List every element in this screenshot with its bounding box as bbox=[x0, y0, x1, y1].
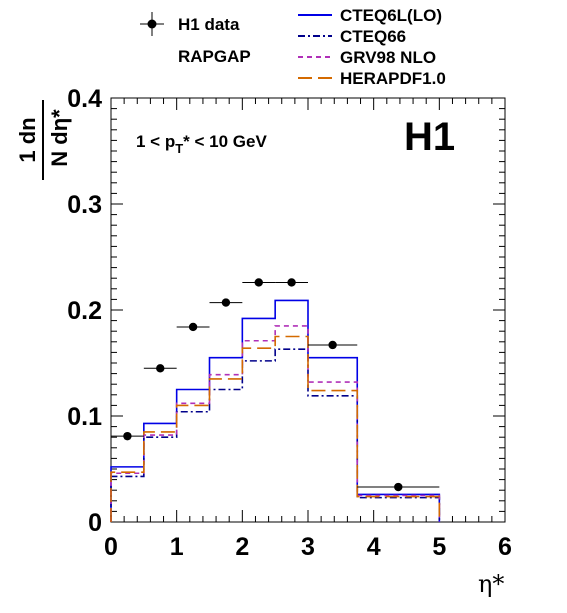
x-tick-label: 5 bbox=[432, 533, 446, 561]
data-point bbox=[111, 431, 144, 441]
data-point-marker bbox=[254, 278, 263, 287]
data-point-marker bbox=[188, 322, 198, 332]
legend-data-marker bbox=[140, 12, 164, 36]
legend-series-label: CTEQ66 bbox=[340, 27, 406, 46]
experiment-label: H1 bbox=[404, 115, 455, 159]
legend-data-label: H1 data bbox=[178, 15, 240, 34]
y-tick-labels: 0 0.1 0.2 0.3 0.4 bbox=[67, 85, 102, 537]
data-point bbox=[275, 278, 308, 287]
y-axis-title-numerator: 1 dn bbox=[15, 117, 40, 162]
selection-label: 1 < pT* < 10 GeV bbox=[136, 132, 267, 156]
data-point-marker bbox=[394, 482, 403, 492]
legend: H1 data RAPGAP CTEQ6L(LO) CTEQ66 GRV98 NLO… bbox=[140, 6, 446, 88]
data-point bbox=[357, 482, 440, 492]
legend-model-label: RAPGAP bbox=[178, 47, 251, 66]
data-point bbox=[308, 340, 358, 350]
data-series bbox=[111, 278, 440, 492]
data-point bbox=[143, 364, 177, 373]
x-tick-label: 0 bbox=[104, 533, 118, 561]
data-point bbox=[176, 322, 210, 332]
y-tick-label: 0.1 bbox=[67, 403, 102, 431]
x-tick-label: 1 bbox=[170, 533, 184, 561]
y-tick-label: 0.4 bbox=[67, 85, 102, 113]
series-line bbox=[110, 335, 441, 522]
data-point-marker bbox=[156, 364, 165, 373]
x-tick-labels: 0 1 2 3 4 5 6 bbox=[104, 533, 512, 561]
legend-series-label: HERAPDF1.0 bbox=[340, 69, 446, 88]
data-point-marker bbox=[221, 298, 231, 307]
axis-ticks bbox=[110, 97, 506, 523]
model-series bbox=[110, 299, 441, 522]
x-axis-title: η* bbox=[478, 570, 504, 598]
data-point-marker bbox=[328, 340, 337, 350]
series-line bbox=[110, 299, 441, 522]
x-tick-label: 4 bbox=[367, 533, 381, 561]
x-tick-label: 3 bbox=[301, 533, 315, 561]
legend-series-label: CTEQ6L(LO) bbox=[340, 6, 442, 25]
data-point-marker bbox=[123, 431, 132, 441]
x-tick-label: 6 bbox=[498, 533, 512, 561]
series-line bbox=[110, 325, 441, 522]
legend-series-label: GRV98 NLO bbox=[340, 48, 436, 67]
data-point bbox=[209, 298, 243, 307]
y-axis-title: 1 dn N dη* bbox=[15, 100, 72, 180]
y-axis-title-denominator: N dη* bbox=[47, 109, 72, 167]
data-point-marker bbox=[287, 278, 296, 287]
y-tick-label: 0 bbox=[88, 509, 102, 537]
y-tick-label: 0.3 bbox=[67, 191, 102, 219]
data-point bbox=[242, 278, 276, 287]
y-tick-label: 0.2 bbox=[67, 297, 102, 325]
legend-series: CTEQ6L(LO) CTEQ66 GRV98 NLO HERAPDF1.0 bbox=[298, 6, 446, 88]
x-tick-label: 2 bbox=[235, 533, 249, 561]
